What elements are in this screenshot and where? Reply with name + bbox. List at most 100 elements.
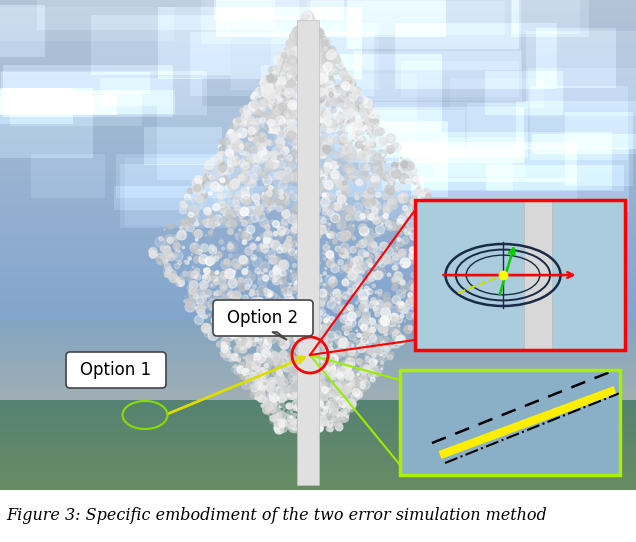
- Circle shape: [361, 302, 368, 309]
- Circle shape: [179, 283, 183, 287]
- Circle shape: [369, 172, 371, 175]
- Circle shape: [303, 44, 312, 54]
- Circle shape: [230, 155, 235, 160]
- Circle shape: [296, 74, 303, 80]
- Circle shape: [329, 94, 333, 97]
- Circle shape: [341, 384, 350, 393]
- Circle shape: [314, 35, 319, 40]
- Circle shape: [264, 99, 271, 106]
- Circle shape: [345, 175, 350, 179]
- Circle shape: [375, 255, 384, 264]
- Circle shape: [314, 172, 319, 177]
- Circle shape: [253, 257, 255, 259]
- Circle shape: [300, 166, 304, 171]
- Circle shape: [277, 68, 286, 78]
- Circle shape: [261, 377, 264, 379]
- Circle shape: [292, 313, 297, 318]
- Circle shape: [266, 384, 273, 390]
- Circle shape: [228, 254, 232, 258]
- Circle shape: [300, 128, 309, 138]
- Circle shape: [264, 269, 267, 272]
- Circle shape: [360, 297, 368, 305]
- Circle shape: [378, 128, 385, 136]
- Circle shape: [297, 182, 305, 189]
- Circle shape: [364, 119, 371, 125]
- Circle shape: [323, 66, 330, 73]
- Circle shape: [320, 35, 328, 43]
- Circle shape: [340, 392, 345, 396]
- Circle shape: [296, 281, 299, 284]
- Circle shape: [270, 83, 274, 87]
- Circle shape: [252, 96, 254, 99]
- Circle shape: [309, 287, 315, 293]
- Circle shape: [265, 138, 271, 145]
- Circle shape: [268, 120, 275, 126]
- Circle shape: [280, 426, 282, 428]
- Circle shape: [294, 401, 296, 402]
- Circle shape: [185, 205, 188, 208]
- Circle shape: [265, 382, 275, 392]
- Circle shape: [217, 301, 223, 307]
- Circle shape: [294, 102, 298, 105]
- Circle shape: [208, 279, 217, 288]
- Circle shape: [333, 388, 342, 397]
- Circle shape: [291, 86, 300, 94]
- Circle shape: [298, 70, 302, 73]
- Circle shape: [296, 92, 306, 101]
- Circle shape: [303, 20, 305, 22]
- Circle shape: [301, 371, 303, 373]
- Circle shape: [155, 237, 165, 247]
- Circle shape: [432, 248, 434, 249]
- Circle shape: [347, 237, 349, 240]
- Circle shape: [159, 237, 163, 241]
- Circle shape: [342, 76, 346, 80]
- Circle shape: [287, 131, 296, 140]
- Circle shape: [403, 176, 406, 179]
- Circle shape: [321, 62, 329, 70]
- Circle shape: [424, 211, 432, 220]
- Circle shape: [343, 326, 348, 330]
- Circle shape: [271, 105, 280, 114]
- Circle shape: [347, 216, 349, 217]
- Circle shape: [213, 276, 218, 281]
- Circle shape: [305, 14, 312, 22]
- Circle shape: [180, 225, 187, 233]
- Circle shape: [331, 418, 335, 421]
- Circle shape: [195, 238, 198, 241]
- Circle shape: [318, 304, 324, 310]
- Circle shape: [293, 202, 302, 211]
- Circle shape: [227, 306, 228, 307]
- Circle shape: [338, 346, 340, 348]
- Circle shape: [268, 255, 277, 263]
- Circle shape: [350, 111, 351, 113]
- Circle shape: [441, 282, 444, 285]
- Circle shape: [270, 106, 275, 110]
- Circle shape: [371, 151, 377, 156]
- Circle shape: [335, 368, 342, 375]
- Circle shape: [301, 105, 305, 109]
- Circle shape: [292, 68, 298, 74]
- Circle shape: [352, 389, 360, 396]
- Circle shape: [347, 84, 349, 86]
- Circle shape: [310, 404, 318, 412]
- Circle shape: [347, 319, 356, 327]
- Circle shape: [207, 295, 209, 296]
- Circle shape: [259, 245, 264, 249]
- Circle shape: [318, 257, 319, 258]
- Circle shape: [330, 358, 336, 365]
- Circle shape: [383, 244, 387, 248]
- Circle shape: [245, 140, 255, 149]
- Circle shape: [359, 362, 361, 365]
- Circle shape: [359, 290, 368, 300]
- Circle shape: [348, 91, 354, 97]
- Circle shape: [305, 275, 308, 279]
- Circle shape: [299, 35, 305, 41]
- Circle shape: [323, 111, 332, 120]
- Circle shape: [333, 391, 339, 398]
- Circle shape: [266, 164, 273, 171]
- Circle shape: [395, 330, 398, 333]
- Circle shape: [285, 92, 291, 98]
- Circle shape: [301, 186, 311, 196]
- Circle shape: [385, 185, 394, 195]
- Circle shape: [296, 72, 303, 79]
